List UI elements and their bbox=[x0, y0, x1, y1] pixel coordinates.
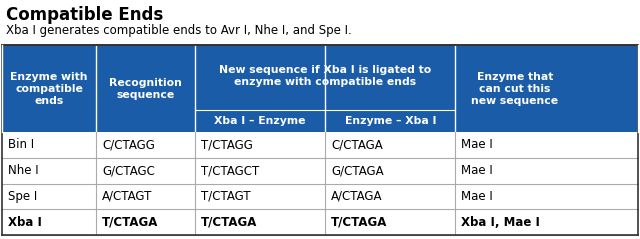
Text: Xba I generates compatible ends to Avr I, Nhe I, and Spe I.: Xba I generates compatible ends to Avr I… bbox=[6, 24, 352, 37]
Text: Spe I: Spe I bbox=[8, 190, 37, 203]
Text: G/CTAGA: G/CTAGA bbox=[331, 164, 384, 177]
Text: Xba I, Mae I: Xba I, Mae I bbox=[461, 216, 540, 229]
Text: T/CTAGG: T/CTAGG bbox=[201, 138, 253, 151]
Text: Mae I: Mae I bbox=[461, 138, 493, 151]
Text: C/CTAGA: C/CTAGA bbox=[331, 138, 383, 151]
Text: A/CTAGT: A/CTAGT bbox=[102, 190, 152, 203]
Text: Enzyme – Xba I: Enzyme – Xba I bbox=[344, 116, 436, 126]
Text: Bin I: Bin I bbox=[8, 138, 34, 151]
Bar bbox=[2, 45, 638, 132]
Text: Enzyme with
compatible
ends: Enzyme with compatible ends bbox=[10, 71, 88, 105]
Bar bbox=[2, 132, 638, 158]
Text: Recognition
sequence: Recognition sequence bbox=[109, 77, 182, 99]
Text: T/CTAGCT: T/CTAGCT bbox=[201, 164, 259, 177]
Text: Xba I: Xba I bbox=[8, 216, 42, 229]
Text: T/CTAGA: T/CTAGA bbox=[331, 216, 387, 229]
Bar bbox=[2, 209, 638, 235]
Text: G/CTAGC: G/CTAGC bbox=[102, 164, 155, 177]
Text: Compatible Ends: Compatible Ends bbox=[6, 6, 163, 24]
Text: T/CTAGA: T/CTAGA bbox=[201, 216, 257, 229]
Text: Mae I: Mae I bbox=[461, 190, 493, 203]
Text: C/CTAGG: C/CTAGG bbox=[102, 138, 155, 151]
Text: T/CTAGA: T/CTAGA bbox=[102, 216, 159, 229]
Text: A/CTAGA: A/CTAGA bbox=[331, 190, 383, 203]
Text: Enzyme that
can cut this
new sequence: Enzyme that can cut this new sequence bbox=[472, 71, 559, 105]
Text: Xba I – Enzyme: Xba I – Enzyme bbox=[214, 116, 306, 126]
Text: New sequence if Xba I is ligated to
enzyme with compatible ends: New sequence if Xba I is ligated to enzy… bbox=[219, 65, 431, 87]
Text: Mae I: Mae I bbox=[461, 164, 493, 177]
Bar bbox=[2, 158, 638, 184]
Text: T/CTAGT: T/CTAGT bbox=[201, 190, 250, 203]
Bar bbox=[2, 184, 638, 209]
Text: Nhe I: Nhe I bbox=[8, 164, 38, 177]
